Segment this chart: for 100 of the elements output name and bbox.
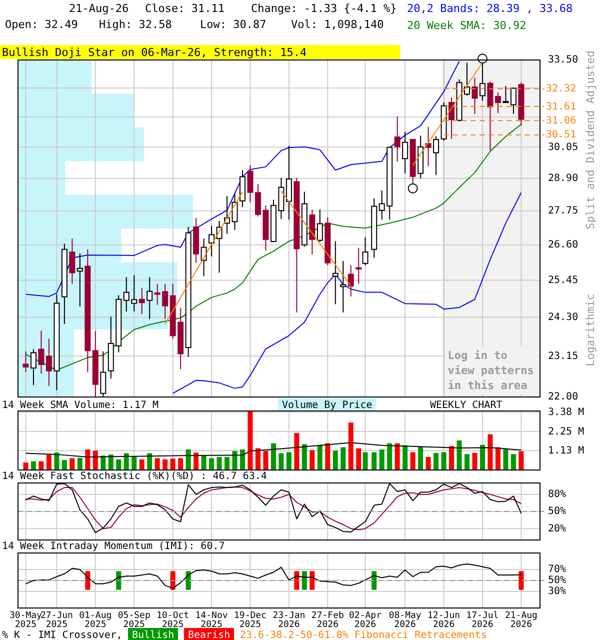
bar: [480, 444, 485, 470]
candlestick: [479, 62, 486, 102]
candlestick: [348, 264, 354, 297]
bar: [30, 461, 36, 470]
y-tick-label: 3.38 M: [548, 406, 584, 418]
x-tick-label: 02-Apr 2026: [349, 611, 382, 630]
chart-title: 14 Week Intraday Momentum (IMI): 60.7: [2, 541, 225, 552]
text: 20,2 Bands: 28.39 , 33.68: [407, 2, 573, 15]
bar: [23, 462, 28, 470]
candlestick: [232, 192, 238, 230]
bar: [402, 445, 408, 470]
text: High: 32.58: [99, 18, 172, 31]
bar: [510, 454, 516, 470]
text: Close: 31.11: [145, 2, 224, 15]
bar: [286, 452, 292, 470]
x-tick-label: 30-May 2025: [9, 611, 43, 630]
bar: [332, 450, 338, 470]
bar: [240, 449, 246, 470]
candlestick: [22, 350, 29, 373]
legend-title: % K - IMI Crossover,: [2, 630, 122, 640]
candlestick: [472, 77, 478, 114]
y-tick-label: 30%: [548, 586, 566, 598]
bar: [162, 459, 168, 470]
x-tick-label: 21-Aug 2026: [504, 611, 538, 630]
x-tick-label: 08-May 2026: [388, 611, 422, 630]
bar: [224, 457, 230, 470]
x-tick-label: 27-Jun 2025: [40, 611, 73, 630]
bar: [46, 454, 52, 470]
bar: [310, 450, 315, 470]
bar: [209, 458, 214, 470]
text: Open: 32.49: [5, 18, 78, 31]
candlestick: [356, 247, 362, 284]
bar: [263, 451, 268, 470]
y-tick-label: 80%: [548, 489, 566, 500]
bar: [77, 458, 82, 470]
bar: [456, 440, 462, 470]
bar: [270, 443, 276, 470]
candlestick: [146, 276, 153, 320]
bar: [418, 446, 424, 470]
candlestick: [46, 338, 52, 386]
text: Bullish Doji Star on 06-Mar-26, Strength: 15.4: [2, 46, 308, 59]
bar: [70, 458, 75, 470]
bar: [503, 449, 508, 470]
y-tick-label: 70%: [548, 564, 566, 576]
x-tick-label: 19-Dec 2025: [234, 611, 267, 630]
x-tick-label: 14-Nov 2025: [195, 611, 228, 630]
ref-line-label: 30.51: [546, 130, 576, 141]
bar: [340, 447, 346, 470]
bar: [449, 446, 454, 470]
bar: [54, 452, 60, 470]
chart-title: 14 Week Fast Stochastic (%K)(%D) : 46.7 63.4: [2, 471, 267, 482]
candlestick: [247, 164, 254, 203]
text: 23.6-38.2-50-61.8% Fibonacci Retracements: [240, 630, 487, 640]
bar: [464, 454, 470, 470]
band-label: Log in to view patterns in this area: [448, 349, 534, 392]
candlestick: [502, 86, 509, 103]
bar: [362, 452, 368, 470]
y-tick-label: 20%: [548, 523, 566, 534]
candlestick: [394, 116, 400, 162]
bar: [216, 457, 222, 470]
candlestick: [69, 238, 76, 284]
y-tick-label: 23.15: [548, 350, 578, 362]
line-series: [25, 564, 522, 589]
x-tick-label: 23-Jan 2026: [272, 611, 306, 630]
bar: [356, 448, 362, 470]
candlestick: [286, 145, 292, 220]
bar: [441, 452, 446, 470]
bar: [85, 449, 90, 470]
y-tick-label: 30.05: [548, 142, 578, 153]
annotation: Volume By Price: [282, 400, 372, 411]
y-tick-label: 24.30: [548, 312, 578, 324]
x-tick-label: 05-Sep 2025: [118, 611, 150, 630]
x-tick-label: 01-Aug 2025: [79, 611, 112, 630]
candlestick: [38, 330, 44, 374]
bar: [325, 443, 330, 470]
x-tick-label: 12-Jun 2026: [428, 611, 460, 630]
bar: [302, 444, 307, 470]
bar: [186, 449, 191, 470]
y-tick-label: 25.45: [548, 274, 578, 286]
bar: [472, 452, 478, 470]
candlestick: [402, 131, 408, 174]
y-tick-label: 50%: [548, 506, 566, 518]
bar: [194, 452, 199, 470]
candlestick: [30, 348, 36, 386]
bar: [100, 456, 106, 470]
candlestick: [487, 81, 494, 152]
bar: [116, 459, 122, 470]
bar: [348, 422, 354, 470]
ref-line-label: 31.06: [546, 115, 576, 126]
bar: [294, 433, 300, 470]
bar: [488, 434, 493, 470]
candlestick: [494, 92, 501, 114]
y-tick-label: 28.90: [548, 173, 578, 184]
text: Vol: 1,098,140: [291, 18, 384, 31]
bar: [410, 452, 416, 470]
ref-line-label: 31.61: [546, 101, 576, 112]
bar: [147, 453, 152, 470]
bar: [170, 458, 176, 470]
candlestick: [316, 208, 323, 242]
x-tick-label: 27-Feb 2026: [311, 611, 344, 630]
